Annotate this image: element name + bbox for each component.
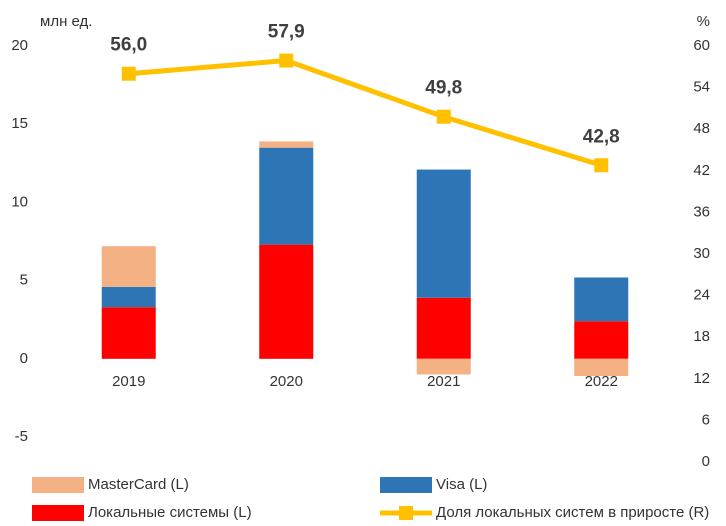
legend-swatch	[32, 477, 84, 493]
y-tick-label: 0	[20, 350, 28, 367]
y-tick-label: 10	[11, 193, 28, 210]
y2-tick-label: 6	[702, 411, 710, 428]
bar	[101, 286, 156, 308]
bar	[416, 297, 471, 359]
legend-swatch	[380, 477, 432, 493]
bar	[259, 244, 314, 359]
x-tick-label: 2019	[112, 373, 145, 390]
data-label: 42,8	[583, 126, 620, 147]
line-marker	[121, 66, 136, 81]
legend-label: MasterCard (L)	[88, 476, 189, 493]
bar	[574, 358, 629, 377]
bar	[574, 277, 629, 322]
y2-tick-label: 12	[693, 370, 710, 387]
y-tick-label: 15	[11, 115, 28, 132]
legend-label: Доля локальных систем в приросте (R)	[436, 504, 709, 521]
bar	[101, 246, 156, 287]
legend-label: Локальные системы (L)	[88, 504, 252, 521]
data-label: 57,9	[268, 22, 305, 43]
data-label: 49,8	[425, 78, 462, 99]
y2-axis-label: %	[697, 13, 710, 30]
bar	[101, 307, 156, 359]
line-marker	[594, 158, 609, 173]
y2-tick-label: 18	[693, 328, 710, 345]
y-tick-label: 5	[20, 272, 28, 289]
data-label: 56,0	[110, 35, 147, 56]
y2-tick-label: 48	[693, 120, 710, 137]
legend-marker	[399, 506, 413, 520]
bar	[574, 321, 629, 359]
bar	[259, 147, 314, 245]
line-marker	[436, 109, 451, 124]
y-axis-label: млн ед.	[40, 13, 92, 30]
line-marker	[279, 53, 294, 68]
legend-swatch	[32, 505, 84, 521]
line	[128, 58, 602, 168]
y2-tick-label: 42	[693, 162, 710, 179]
bar	[416, 169, 471, 298]
bar	[416, 358, 471, 375]
y2-tick-label: 24	[693, 287, 710, 304]
y-tick-label: 20	[11, 37, 28, 54]
y2-tick-label: 36	[693, 203, 710, 220]
y2-tick-label: 0	[702, 453, 710, 470]
x-tick-label: 2021	[427, 373, 460, 390]
legend-label: Visa (L)	[436, 476, 487, 493]
x-tick-label: 2022	[585, 373, 618, 390]
y2-tick-label: 54	[693, 79, 710, 96]
y2-tick-label: 30	[693, 245, 710, 262]
y2-tick-label: 60	[693, 37, 710, 54]
x-tick-label: 2020	[270, 373, 303, 390]
bar	[259, 141, 314, 148]
y-tick-label: -5	[15, 428, 28, 445]
